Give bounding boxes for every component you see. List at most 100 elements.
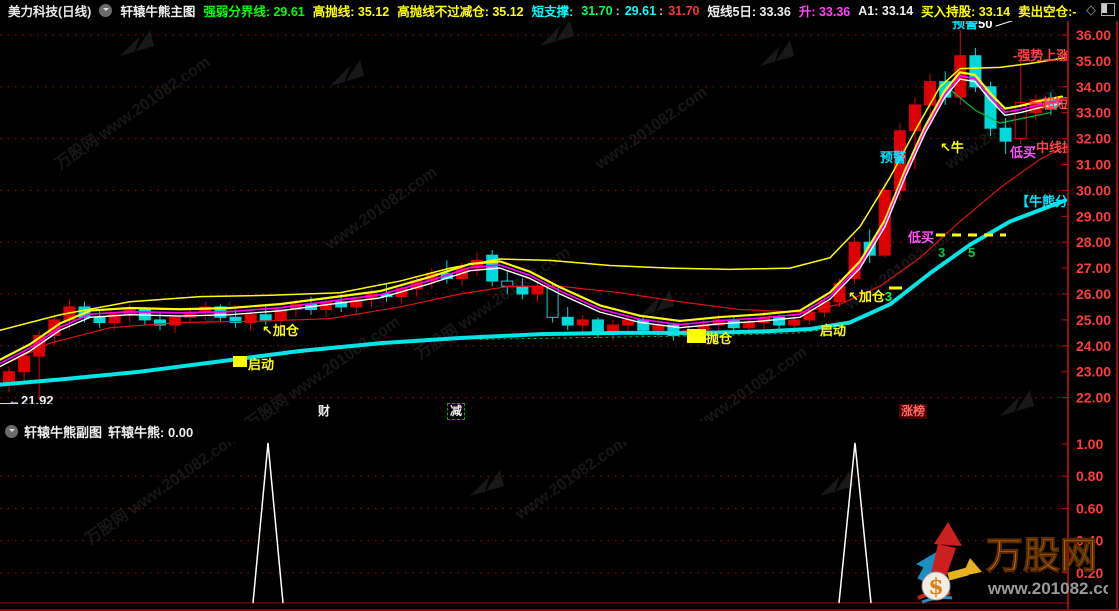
chart-bottom-label[interactable]: 财 [318,404,331,418]
chart-annotation: 低买 [1009,145,1036,160]
header-segment: 短支撑: [531,5,574,19]
chart-bottom-label[interactable]: 涨榜 [899,404,928,419]
header-segment: : [659,3,664,18]
candle-body [637,319,650,331]
chart-annotation: ↖加仓 [262,323,300,338]
price-axis-label: 33.00 [1076,105,1111,121]
diagonal-watermark: www.201082.com [592,84,711,174]
header-segment: 美力科技(日线) [8,5,92,19]
pinwheel-arrows-icon: $ [916,522,982,604]
topbar-icons: ◇ [1086,2,1115,17]
header-segment: 升: 33.36 [798,5,851,19]
price-axis-label: 29.00 [1076,208,1111,224]
candle-body [561,316,574,326]
diagonal-watermark: www.201082.com [322,164,441,254]
price-axis-label: 35.00 [1076,53,1111,69]
diamond-icon[interactable]: ◇ [1086,2,1096,17]
signal-marker-bar [0,403,18,404]
candle-body [667,324,680,336]
chart-annotation: 启动 [820,323,846,338]
header-segment: 31.70 [668,3,700,18]
candle-body [999,127,1012,142]
indicator-line-braid-yellow [0,71,1064,361]
chart-annotation: 中线操作 [1036,140,1088,155]
brand-text: 万股网 [986,535,1097,576]
header-segment: 31.70 [581,3,613,18]
chart-annotation: 抛仓 [706,331,733,346]
price-axis-label: 25.00 [1076,312,1111,328]
price-axis-label: 26.00 [1076,286,1111,302]
candle-body [350,298,363,308]
chart-bottom-label[interactable]: 减 [446,403,466,420]
candle-body [108,314,121,323]
price-axis-label: 24.00 [1076,338,1111,354]
candle-body [501,280,514,287]
price-axis-label: 28.00 [1076,234,1111,250]
candle-body [788,319,801,326]
candle-body [591,319,604,334]
chart-annotation: 预警50 [952,16,992,31]
chart-annotation: 低买 [907,230,934,245]
price-axis-label: 31.00 [1076,157,1111,173]
chart-annotation: 【牛熊分界线 [1016,194,1094,209]
header-segment: 高抛线不过减仓: 35.12 [397,5,524,19]
chart-annotation: 预警 [880,150,906,165]
dark-arrow-watermark [470,470,504,496]
indicator-line-green-dotted-mid [479,325,846,340]
candle-body [773,316,786,326]
brand-url-text: www.201082.com [987,579,1108,598]
price-axis-label: 23.00 [1076,364,1111,380]
sub-axis-label: 0.60 [1076,500,1103,516]
split-window-icon[interactable] [1101,3,1115,16]
chart-annotation: -强势上涨 [1013,48,1069,63]
signal-marker-box [233,356,247,367]
diagonal-watermark: www.201082.com [512,434,631,524]
price-axis-label: 36.00 [1076,27,1111,43]
header-segment: 轩辕牛熊主图 [120,5,196,19]
header-segment: 高抛线: 35.12 [312,5,390,19]
sub-axis-label: 1.00 [1076,436,1103,452]
indicator-line-alert-connector [995,21,1014,27]
indicator-line-green-short-right [949,88,1051,124]
header-segment: 卖出空仓:- [1018,5,1077,19]
candle-body [18,355,31,373]
watermark-logo: $ 万股网 www.201082.com [916,522,1108,604]
chart-annotation: ↖加仓3 [848,289,892,304]
candle-body [93,316,106,323]
diagonal-watermark: 万股网 www.201082.com [81,428,243,549]
header-segment: 买入持股: 33.14 [921,5,1011,19]
header-segment: 短线5日: 33.36 [707,5,791,19]
dark-arrow-watermark [820,470,854,496]
candle-body [169,316,182,326]
chevron-circle-icon[interactable] [5,425,18,438]
header-segment: : [615,3,620,18]
candle-body [154,319,166,326]
dark-arrow-watermark [640,290,674,316]
candle-body [516,285,529,295]
chart-annotation: ←一超短线 [1016,96,1081,111]
chevron-circle-icon[interactable] [99,4,113,17]
chart-annotation: ↖牛 [940,140,964,155]
header-segment: 29.61 [624,3,657,18]
signal-spike [838,442,872,604]
sub-axis-label: 0.40 [1076,533,1103,549]
signal-marker-box [687,329,706,343]
dark-arrow-watermark [1000,390,1034,416]
diagonal-watermark: 万股网 www.201082.com [51,53,213,174]
indicator-title-bar: 美力科技(日线) 轩辕牛熊主图 强弱分界线: 29.61 高抛线: 35.12 高抛线不… [0,0,1119,21]
indicator-line-bull-bear-line [0,198,1067,387]
indicator-line-ma5 [0,78,1063,368]
candle-body [969,55,982,88]
candle-body [984,86,997,129]
chart-annotation: 3 [938,245,945,260]
signal-spike [252,442,284,604]
chart-annotation: 启动 [248,357,274,372]
header-segment: 强弱分界线: 29.61 [203,5,305,19]
dark-arrow-watermark [760,40,794,66]
candle-body [909,104,921,132]
sub-panel-title: 轩辕牛熊副图 [24,425,103,440]
candle-body [244,314,257,323]
